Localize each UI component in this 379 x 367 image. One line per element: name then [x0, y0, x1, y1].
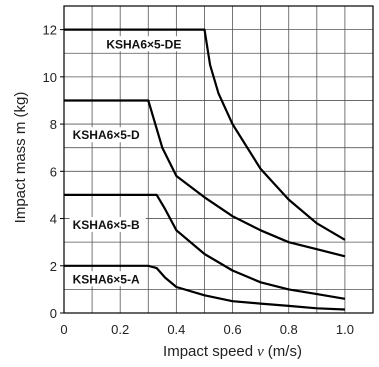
plot-frame — [63, 5, 374, 314]
grid — [64, 6, 373, 313]
x-axis-ticks: 0 0.2 0.4 0.6 0.8 1.0 — [60, 322, 354, 337]
x-axis-label: Impact speed — [163, 343, 253, 360]
y-tick-label: 12 — [43, 23, 57, 38]
x-tick-label: 0.2 — [111, 322, 129, 337]
x-tick-label: 0.4 — [167, 322, 185, 337]
curve-label: KSHA6×5-D — [73, 128, 140, 142]
y-axis-title: Impact mass m (kg) — [12, 92, 29, 224]
curve-label: KSHA6×5-A — [73, 272, 140, 286]
curve-label-box — [69, 271, 146, 287]
curve-labels: KSHA6×5-A KSHA6×5-B KSHA6×5-D KSHA6×5-DE — [69, 36, 188, 287]
x-axis-unit: (m/s) — [268, 343, 302, 360]
y-tick-label: 8 — [50, 117, 57, 132]
y-tick-label: 6 — [50, 164, 57, 179]
series-line — [64, 28, 346, 241]
y-axis-ticks: 0 2 4 6 8 10 12 — [43, 23, 64, 321]
curve-label-box — [103, 36, 188, 52]
x-tick-label: 0.6 — [224, 322, 242, 337]
x-axis-title: Impact speed v (m/s) — [163, 343, 302, 360]
curve-label-box — [69, 127, 146, 143]
curve-label: KSHA6×5-B — [73, 218, 140, 232]
x-axis-symbol: v — [257, 344, 264, 360]
y-tick-label: 4 — [50, 212, 57, 227]
y-tick-label: 0 — [50, 306, 57, 321]
y-tick-label: 2 — [50, 259, 57, 274]
series-line — [64, 99, 346, 258]
series-line — [64, 264, 345, 311]
y-tick-label: 10 — [43, 70, 57, 85]
curve-label: KSHA6×5-DE — [106, 37, 181, 51]
curves — [64, 28, 346, 311]
curve-label-box — [69, 216, 146, 232]
x-tick-label: 1.0 — [336, 322, 354, 337]
x-tick-label: 0.8 — [280, 322, 298, 337]
x-tick-label: 0 — [60, 322, 67, 337]
series-line — [64, 193, 346, 300]
